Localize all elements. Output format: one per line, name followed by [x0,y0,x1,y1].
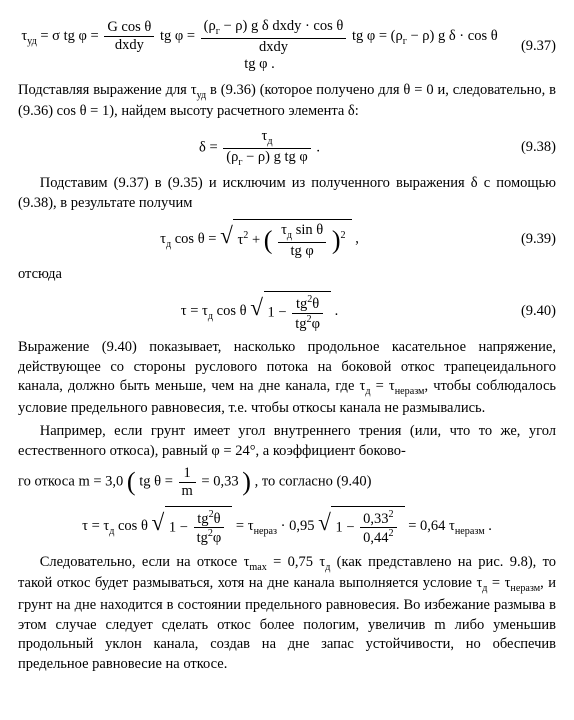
equation-example: τ = τд cos θ 1 − tg2θ tg2φ = τнераз · 0,… [18,506,556,547]
word-otsyuda: отсюда [18,265,556,285]
paragraph-3: Выражение (9.40) показывает, насколько п… [18,338,556,418]
eq-939-number: (9.39) [501,230,556,250]
equation-939: τд cos θ = τ2 + ( τд sin θ tg φ )2 , (9.… [18,219,556,259]
eq-938-body: δ = τд (ρг − ρ) g tg φ . [18,128,501,168]
eq-939-sqrt: τ2 + ( τд sin θ tg φ )2 [220,219,352,259]
paragraph-6: Следовательно, если на откосе τmax = 0,7… [18,553,556,674]
eq-937-frac1: G cos θ dxdy [104,19,154,53]
eq-938-frac: τд (ρг − ρ) g tg φ [223,128,311,168]
paragraph-5: го откоса m = 3,0 ( tg θ = 1 m = 0,33 ) … [18,465,556,499]
eq-940-frac: tg2θ tg2φ [292,294,323,332]
paragraph-2: Подставим (9.37) в (9.35) и исключим из … [18,174,556,213]
eq-940-sqrt: 1 − tg2θ tg2φ [250,291,331,332]
eq-example-body: τ = τд cos θ 1 − tg2θ tg2φ = τнераз · 0,… [18,506,556,547]
eq-940-body: τ = τд cos θ 1 − tg2θ tg2φ . [18,291,501,332]
eq-937-body: τуд = σ tg φ = G cos θ dxdy tg φ = (ρг −… [18,18,501,75]
eq-940-number: (9.40) [501,302,556,322]
eq-937-number: (9.37) [501,37,556,57]
eq-example-sqrt1: 1 − tg2θ tg2φ [152,506,233,547]
equation-937: τуд = σ tg φ = G cos θ dxdy tg φ = (ρг −… [18,18,556,75]
equation-938: δ = τд (ρг − ρ) g tg φ . (9.38) [18,128,556,168]
eq-937-lhs: τуд = σ tg φ = [21,28,102,44]
eq-939-inner-frac: τд sin θ tg φ [278,222,326,259]
eq-937-frac2: (ρг − ρ) g δ dxdy · cos θ dxdy [201,18,347,55]
para5-frac: 1 m [179,465,196,499]
equation-940: τ = τд cos θ 1 − tg2θ tg2φ . (9.40) [18,291,556,332]
paragraph-4: Например, если грунт имеет угол внутренн… [18,422,556,461]
paragraph-1: Подставляя выражение для τуд в (9.36) (к… [18,81,556,122]
eq-example-sqrt2: 1 − 0,332 0,442 [318,506,404,547]
eq-939-body: τд cos θ = τ2 + ( τд sin θ tg φ )2 , [18,219,501,259]
eq-938-number: (9.38) [501,138,556,158]
